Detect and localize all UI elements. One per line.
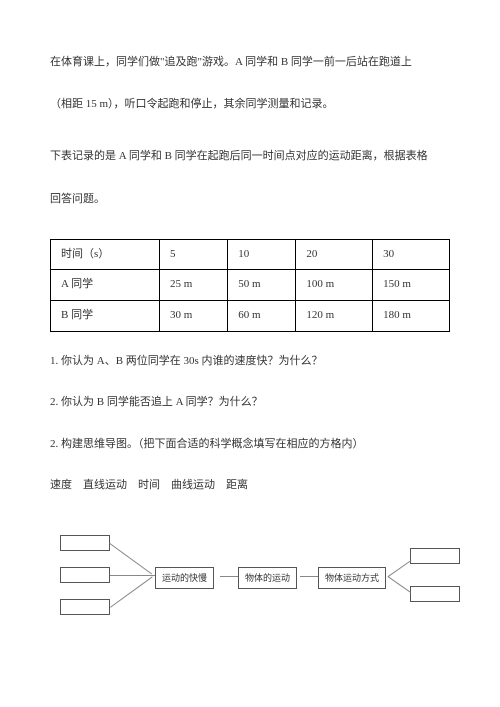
blank-box	[60, 599, 110, 615]
table-cell: 120 m	[296, 300, 373, 331]
edge	[110, 576, 153, 607]
table-cell: 20	[296, 239, 373, 270]
table-cell: 时间（s）	[51, 239, 160, 270]
table-cell: 150 m	[373, 270, 450, 301]
table-row: A 同学 25 m 50 m 100 m 150 m	[51, 270, 450, 301]
blank-box	[60, 567, 110, 583]
node-center1: 运动的快慢	[155, 567, 214, 589]
edge	[388, 559, 412, 576]
intro-p4: 回答问题。	[50, 187, 450, 211]
concept-diagram: 运动的快慢 物体的运动 物体运动方式	[60, 523, 460, 643]
blank-box	[410, 548, 460, 564]
table-cell: 30	[373, 239, 450, 270]
terms-line: 速度 直线运动 时间 曲线运动 距离	[50, 477, 450, 495]
table-cell: 25 m	[160, 270, 228, 301]
table-cell: 10	[228, 239, 296, 270]
edge	[220, 576, 238, 577]
edge	[387, 576, 411, 593]
node-center2: 物体的运动	[238, 567, 297, 589]
edge	[110, 575, 155, 576]
table-row: 时间（s） 5 10 20 30	[51, 239, 450, 270]
table-cell: 180 m	[373, 300, 450, 331]
table-cell: A 同学	[51, 270, 160, 301]
intro-p2: （相距 15 m），听口令起跑和停止，其余同学测量和记录。	[50, 92, 450, 116]
table-cell: 5	[160, 239, 228, 270]
blank-box	[410, 586, 460, 602]
question-3: 2. 构建思维导图。（把下面合适的科学概念填写在相应的方格内）	[50, 435, 450, 455]
question-1: 1. 你认为 A、B 两位同学在 30s 内谁的速度快？为什么？	[50, 352, 450, 372]
table-row: B 同学 30 m 60 m 120 m 180 m	[51, 300, 450, 331]
node-center3: 物体运动方式	[318, 567, 386, 589]
edge	[109, 543, 152, 574]
table-cell: 30 m	[160, 300, 228, 331]
table-cell: 100 m	[296, 270, 373, 301]
edge	[300, 576, 318, 577]
question-2: 2. 你认为 B 同学能否追上 A 同学？为什么？	[50, 393, 450, 413]
intro-p3: 下表记录的是 A 同学和 B 同学在起跑后同一时间点对应的运动距离，根据表格	[50, 144, 450, 168]
intro-p1: 在体育课上，同学们做"追及跑"游戏。A 同学和 B 同学一前一后站在跑道上	[50, 50, 450, 74]
table-cell: 50 m	[228, 270, 296, 301]
table-cell: B 同学	[51, 300, 160, 331]
table-cell: 60 m	[228, 300, 296, 331]
blank-box	[60, 535, 110, 551]
distance-table: 时间（s） 5 10 20 30 A 同学 25 m 50 m 100 m 15…	[50, 239, 450, 332]
